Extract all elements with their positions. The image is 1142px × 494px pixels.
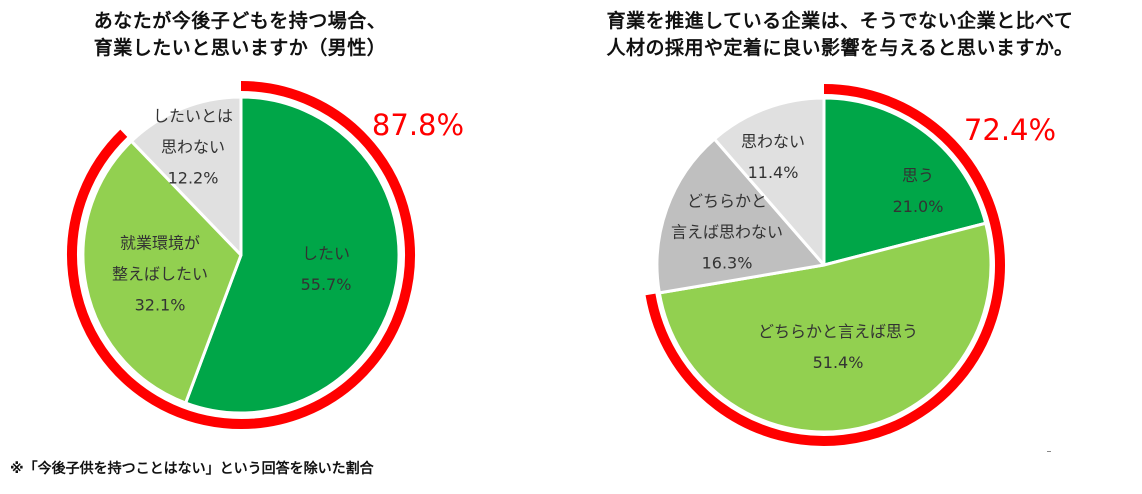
pie-0-slice-1 xyxy=(81,139,243,405)
pie-1-slice-2-label: どちらかと xyxy=(687,192,767,211)
pie-1-slice-1 xyxy=(657,221,993,434)
pie-1-slice-3 xyxy=(712,96,826,267)
pie-0-slice-2-value: 12.2% xyxy=(168,169,219,188)
chart-title-right: 育業を推進している企業は、そうでない企業と比べて 人材の採用や定着に良い影響を与… xyxy=(545,8,1135,62)
chart-title-left: あなたが今後子どもを持つ場合、 育業したいと思いますか（男性） xyxy=(40,8,440,62)
pie-0-slice-0-value: 55.7% xyxy=(301,275,352,294)
stray-mark xyxy=(1047,451,1051,452)
pie-0-slice-2 xyxy=(129,95,243,257)
footnote: ※「今後子供を持つことはない」という回答を除いた割合 xyxy=(10,461,374,477)
pie-1-slice-0-label: 思う xyxy=(902,166,934,185)
pie-0-slice-2-label: 思わない xyxy=(161,138,225,157)
pie-0-slice-1-label: 整えばしたい xyxy=(112,265,208,284)
pie-0-slice-0 xyxy=(184,95,401,415)
chart-title-left-line1: あなたが今後子どもを持つ場合、 xyxy=(93,10,387,32)
pie-1-highlight-value: 72.4% xyxy=(964,113,1056,147)
chart-title-right-line2: 人材の採用や定着に良い影響を与えると思いますか。 xyxy=(606,37,1074,59)
chart-title-right-line1: 育業を推進している企業は、そうでない企業と比べて xyxy=(606,10,1074,32)
pie-0-slice-1-value: 32.1% xyxy=(135,296,186,315)
pie-1-slice-2-value: 16.3% xyxy=(702,254,753,273)
pie-0-slice-2-label: したいとは xyxy=(153,107,233,126)
pie-1-slice-0 xyxy=(822,96,988,267)
chart-title-left-line2: 育業したいと思いますか（男性） xyxy=(93,37,387,59)
highlight-ring-1 xyxy=(645,84,1005,446)
pie-1-slice-2-label: 言えば思わない xyxy=(671,223,783,242)
pie-0-highlight-value: 87.8% xyxy=(372,108,464,142)
pie-1-slice-3-label: 思わない xyxy=(741,132,805,151)
pie-1-slice-0-value: 21.0% xyxy=(893,197,944,216)
pie-0-slice-1-label: 就業環境が xyxy=(120,234,200,253)
pie-1-slice-3-value: 11.4% xyxy=(748,163,799,182)
pie-1-slice-1-label: どちらかと言えば思う xyxy=(758,322,918,341)
pie-1-slice-1-value: 51.4% xyxy=(813,353,864,372)
pie-0-slice-0-label: したい xyxy=(302,244,350,263)
pie-1-slice-2 xyxy=(655,137,826,295)
highlight-ring-0 xyxy=(67,81,415,429)
